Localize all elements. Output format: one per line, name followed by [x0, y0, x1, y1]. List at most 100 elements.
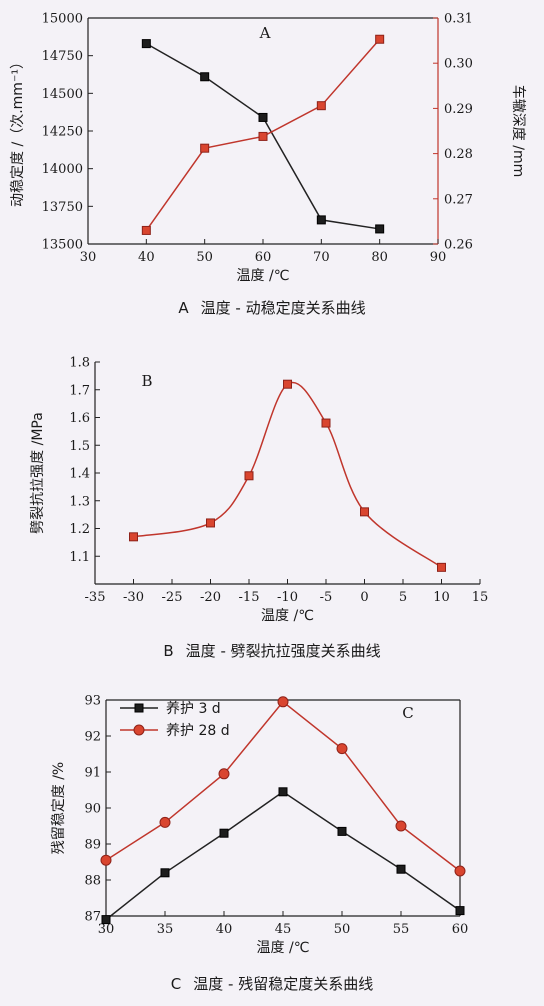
legend-label-2: 养护 28 d [166, 723, 230, 739]
x-tick-label: 15 [472, 590, 489, 605]
y-axis-title: 残留稳定度 /% [51, 762, 67, 854]
caption-c-text: 温度 - 残留稳定度关系曲线 [193, 975, 374, 993]
y-tick-label: 14250 [42, 125, 83, 140]
data-point [283, 379, 292, 389]
data-point [258, 112, 268, 122]
caption-b: B 温度 - 劈裂抗拉强度关系曲线 [0, 640, 544, 661]
data-point [141, 225, 151, 235]
data-point [206, 518, 215, 528]
y-tick-label: 1.4 [69, 467, 90, 482]
data-point [277, 696, 289, 708]
y-axis-title: 劈裂抗拉强度 /MPa [29, 412, 46, 534]
y-tick-label: 15000 [42, 12, 83, 27]
data-point [321, 418, 331, 428]
data-point [141, 39, 151, 49]
caption-c: C 温度 - 残留稳定度关系曲线 [0, 973, 544, 994]
y2-tick-label: 0.29 [444, 102, 473, 117]
data-point [375, 34, 385, 44]
x-tick-label: 60 [452, 922, 469, 937]
x-tick-label: -25 [162, 590, 183, 605]
data-point [437, 562, 446, 572]
y2-tick-label: 0.27 [444, 192, 473, 207]
x-tick-label: 30 [98, 922, 115, 937]
x-tick-label: 40 [216, 922, 233, 937]
data-point [337, 826, 347, 836]
x-tick-label: -30 [123, 590, 144, 605]
panel-letter: B [141, 372, 152, 390]
y2-tick-label: 0.31 [444, 12, 473, 27]
data-point [375, 224, 385, 234]
y2-tick-label: 0.30 [444, 57, 473, 72]
x-tick-label: 70 [313, 250, 330, 265]
chart-a: 30 40 50 60 70 80 90 13500 13750 14000 14250 14500 1… [10, 12, 527, 285]
x-tick-label: 40 [138, 250, 155, 265]
data-point [101, 915, 111, 925]
data-point [455, 906, 465, 916]
data-point [200, 143, 210, 153]
y-tick-label: 91 [84, 766, 101, 781]
data-point [316, 101, 326, 111]
x-tick-label: 45 [275, 922, 292, 937]
y-tick-label: 88 [84, 874, 101, 889]
data-point [218, 768, 230, 780]
y-tick-label: 1.5 [69, 439, 90, 454]
y-tick-label: 89 [84, 838, 101, 853]
x-tick-label: 90 [430, 250, 447, 265]
y-tick-label: 14750 [42, 49, 83, 64]
series-line-1 [133, 381, 442, 568]
y-tick-label: 1.1 [69, 550, 90, 565]
series-line-1 [105, 790, 461, 921]
caption-a: A 温度 - 动稳定度关系曲线 [0, 297, 544, 318]
caption-a-text: 温度 - 动稳定度关系曲线 [200, 299, 366, 317]
x-tick-label: 5 [399, 590, 407, 605]
x-tick-label: 30 [80, 250, 97, 265]
data-point [316, 215, 326, 225]
x-tick-label: -10 [277, 590, 298, 605]
x-tick-label: 35 [157, 922, 174, 937]
data-point [396, 864, 406, 874]
data-point [219, 828, 229, 838]
x-tick-label: 55 [393, 922, 410, 937]
y-tick-label: 1.3 [69, 494, 90, 509]
y2-tick-label: 0.26 [444, 238, 473, 253]
y-axis-title: 动稳定度 /（次.mm⁻¹） [10, 55, 26, 207]
data-point [129, 532, 138, 542]
chart-b: -35 -30 -25 -20 -15 -10 -5 0 5 10 15 1.1 1.2 1.3 1.4 1.… [29, 356, 489, 625]
series-line-2 [105, 700, 461, 872]
legend-label-1: 养护 3 d [166, 701, 221, 717]
x-tick-label: 60 [255, 250, 272, 265]
y-tick-label: 93 [84, 694, 101, 709]
y-tick-label: 87 [84, 910, 101, 925]
x-tick-label: 0 [360, 590, 368, 605]
y2-axis-title: 车辙深度 /mm [510, 85, 527, 177]
y2-tick-label: 0.28 [444, 147, 473, 162]
data-point [395, 820, 407, 832]
y-tick-label: 1.2 [69, 522, 90, 537]
chart-c: 30 35 40 45 50 55 60 87 88 89 90 91 92 93 温度 /℃ 残留稳定度 /… [51, 694, 469, 957]
x-axis-title: 温度 /℃ [237, 268, 290, 284]
x-tick-label: -5 [320, 590, 333, 605]
x-tick-label: 50 [334, 922, 351, 937]
panel-letter: A [259, 24, 271, 42]
x-tick-label: 80 [371, 250, 388, 265]
y-tick-label: 1.6 [69, 411, 90, 426]
caption-b-letter: B [163, 642, 174, 660]
y-tick-label: 13750 [42, 200, 83, 215]
legend-marker-2 [133, 724, 145, 736]
panel-letter: C [402, 704, 413, 722]
data-point [360, 507, 369, 517]
x-tick-label: 10 [433, 590, 450, 605]
x-tick-label: -35 [85, 590, 106, 605]
data-point [278, 787, 288, 797]
y-tick-label: 13500 [42, 238, 83, 253]
data-point [454, 865, 466, 877]
y-tick-label: 92 [84, 730, 101, 745]
caption-c-letter: C [170, 975, 182, 993]
x-axis-title: 温度 /℃ [257, 940, 310, 956]
data-point [160, 868, 170, 878]
y-tick-label: 14500 [42, 87, 83, 102]
data-point [159, 816, 171, 828]
data-point [200, 72, 210, 82]
data-point [258, 131, 268, 141]
